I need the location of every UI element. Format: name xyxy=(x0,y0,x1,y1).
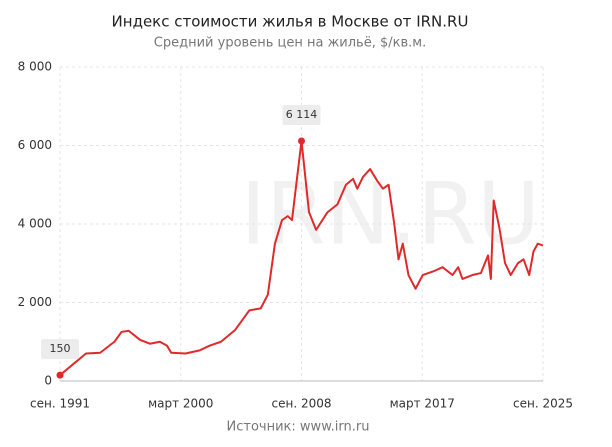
source: Источник: www.irn.ru xyxy=(227,420,370,435)
y-tick-label: 4 000 xyxy=(18,217,52,231)
x-tick-label: март 2000 xyxy=(148,397,213,411)
chart-title: Индекс стоимости жилья в Москве от IRN.R… xyxy=(112,13,469,31)
x-tick-label: сен. 1991 xyxy=(30,397,90,411)
y-tick-label: 0 xyxy=(44,374,52,388)
watermark: IRN.RU xyxy=(241,164,541,264)
data-label: 6 114 xyxy=(286,108,318,121)
y-tick-label: 6 000 xyxy=(18,138,52,152)
chart-subtitle: Средний уровень цен на жильё, $/кв.м. xyxy=(154,36,426,51)
y-tick-label: 2 000 xyxy=(18,295,52,309)
x-tick-label: март 2017 xyxy=(390,397,455,411)
data-label: 150 xyxy=(50,342,71,355)
x-tick-label: сен. 2008 xyxy=(272,397,332,411)
y-tick-label: 8 000 xyxy=(18,60,52,74)
point-marker xyxy=(56,371,64,379)
label-box xyxy=(282,105,321,126)
x-tick-label: сен. 2025 xyxy=(513,397,573,411)
point-marker xyxy=(298,137,305,145)
series-line xyxy=(59,140,544,376)
label-box xyxy=(41,339,79,360)
